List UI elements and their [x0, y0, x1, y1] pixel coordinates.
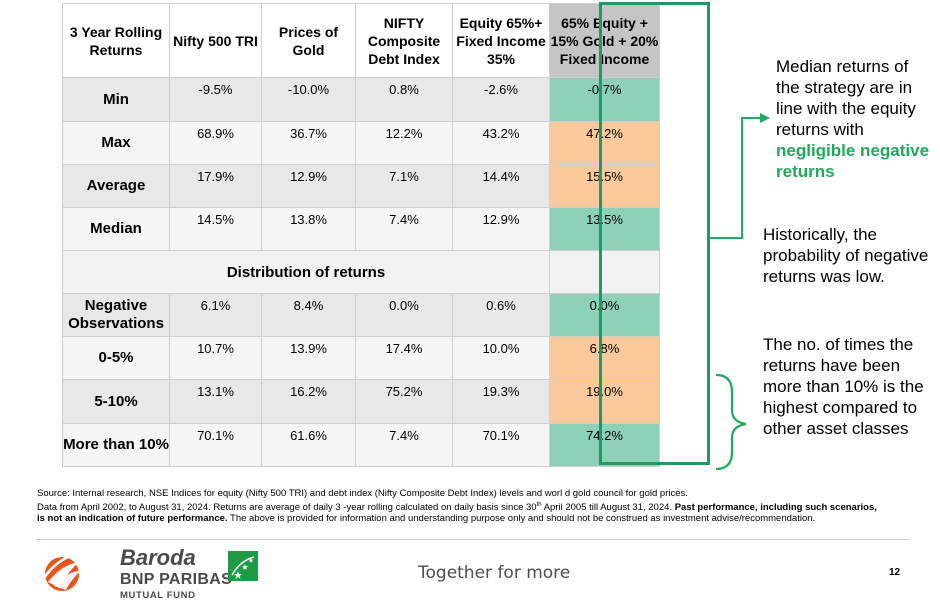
table-cell: 75.2% — [355, 379, 453, 424]
table-cell-highlight: 6.8% — [549, 336, 660, 380]
table-cell: 17.4% — [355, 336, 453, 380]
table-cell: 13.9% — [261, 336, 356, 380]
header-nifty500: Nifty 500 TRI — [169, 3, 262, 78]
median-note-text: Median returns of the strategy are in li… — [776, 57, 916, 139]
table-cell: 61.6% — [261, 423, 356, 467]
greater10-note: The no. of times the returns have been m… — [763, 335, 924, 438]
table-cell: 13.1% — [169, 379, 262, 424]
table-cell: 13.8% — [261, 207, 356, 251]
arrow-head — [760, 113, 770, 123]
header-gold: Prices of Gold — [261, 3, 356, 78]
row-label-5-10: 5-10% — [62, 379, 170, 424]
table-cell-highlight: 47.2% — [549, 121, 660, 165]
row-label-more-than-10: More than 10% — [62, 423, 170, 467]
table-cell: 0.8% — [355, 77, 453, 122]
past-performance-warning: Past performance, including such scenari… — [37, 501, 877, 525]
curly-brace — [715, 373, 747, 471]
table-cell: 36.7% — [261, 121, 356, 165]
brand-name-line-2: BNP PARIBAS — [120, 571, 233, 588]
source-superscript: th — [536, 501, 542, 508]
table-cell: 0.0% — [355, 293, 453, 337]
table-cell-highlight: 74.2% — [549, 423, 660, 467]
table-cell: 12.2% — [355, 121, 453, 165]
source-line-2-pre: Data from April 2002, to August 31, 2024… — [37, 501, 537, 513]
table-cell: -9.5% — [169, 77, 262, 122]
table-cell: 7.4% — [355, 423, 453, 467]
source-tail: The above is provided for information an… — [227, 513, 816, 525]
table-cell: 19.3% — [452, 379, 550, 424]
row-label-negative: Negative Observations — [62, 293, 170, 337]
source-line-1: Source: Internal research, NSE Indices f… — [37, 488, 688, 499]
page-number: 12 — [889, 567, 901, 578]
table-cell-highlight: -0.7% — [549, 77, 660, 122]
table-cell-highlight: 0.0% — [549, 293, 660, 337]
table-cell: 10.0% — [452, 336, 550, 380]
row-label-0-5: 0-5% — [62, 336, 170, 380]
table-cell: 43.2% — [452, 121, 550, 165]
table-cell-highlight: 13.5% — [549, 207, 660, 251]
table-cell: 70.1% — [169, 423, 262, 467]
table-cell: 10.7% — [169, 336, 262, 380]
table-cell: 8.4% — [261, 293, 356, 337]
header-strategy: 65% Equity + 15% Gold + 20% Fixed Income — [549, 3, 660, 78]
median-note-highlight: negligible negative returns — [776, 141, 930, 181]
source-line-2: Data from April 2002, to August 31, 2024… — [37, 500, 877, 525]
table-cell: 7.1% — [355, 164, 453, 208]
bnp-stars-icon — [228, 551, 258, 581]
row-label-min: Min — [62, 77, 170, 122]
distribution-heading-blank — [549, 250, 660, 294]
table-cell: 6.1% — [169, 293, 262, 337]
table-cell: 68.9% — [169, 121, 262, 165]
brand-logo: Baroda BNP PARIBAS MUTUAL FUND — [40, 545, 270, 606]
baroda-sun-icon — [42, 552, 82, 591]
table-cell: 12.9% — [261, 164, 356, 208]
table-cell-highlight: 19.0% — [549, 379, 660, 424]
table-cell: 17.9% — [169, 164, 262, 208]
table-cell: 0.6% — [452, 293, 550, 337]
row-label-median: Median — [62, 207, 170, 251]
tagline: Together for more — [418, 563, 571, 583]
table-cell: 70.1% — [452, 423, 550, 467]
row-label-average: Average — [62, 164, 170, 208]
header-debt-index: NIFTY Composite Debt Index — [355, 3, 453, 78]
header-rolling-returns: 3 Year Rolling Returns — [62, 3, 170, 78]
brand-name-line-1: Baroda — [120, 545, 196, 570]
table-cell-highlight: 15.5% — [549, 164, 660, 208]
source-disclaimer: Source: Internal research, NSE Indices f… — [37, 488, 877, 525]
table-cell: 7.4% — [355, 207, 453, 251]
table-cell: 14.4% — [452, 164, 550, 208]
negative-note: Historically, the probability of negativ… — [763, 225, 929, 286]
table-cell: 14.5% — [169, 207, 262, 251]
table-cell: -10.0% — [261, 77, 356, 122]
row-label-max: Max — [62, 121, 170, 165]
header-equity-fixed: Equity 65%+ Fixed Income 35% — [452, 3, 550, 78]
table-cell: 16.2% — [261, 379, 356, 424]
distribution-heading: Distribution of returns — [62, 250, 550, 294]
table-cell: -2.6% — [452, 77, 550, 122]
source-line-2-post: April 2005 till August 31, 2024. — [541, 501, 673, 513]
returns-table: 3 Year Rolling Returns Nifty 500 TRI Pri… — [62, 3, 660, 467]
median-note: Median returns of the strategy are in li… — [776, 56, 936, 182]
table-cell: 12.9% — [452, 207, 550, 251]
brand-name-line-3: MUTUAL FUND — [120, 590, 196, 601]
arrow-connector — [710, 117, 762, 239]
footer-divider — [36, 539, 910, 540]
